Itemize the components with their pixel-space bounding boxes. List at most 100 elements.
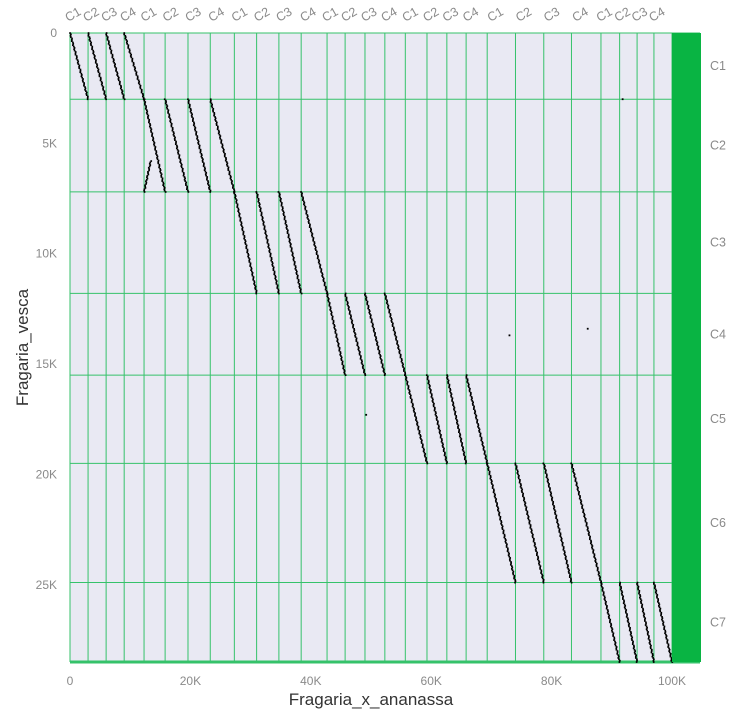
alignment-dot: [164, 191, 167, 193]
alignment-dot: [79, 71, 82, 74]
alignment-dot: [480, 439, 483, 442]
alignment-dot: [236, 203, 239, 206]
alignment-dot: [560, 536, 563, 539]
alignment-dot: [124, 36, 127, 38]
alignment-dot: [223, 148, 225, 151]
alignment-dot: [505, 544, 508, 547]
alignment-dot: [290, 250, 293, 252]
alignment-dot: [299, 289, 302, 292]
alignment-dot: [321, 273, 324, 276]
alignment-dot: [322, 280, 325, 283]
alignment-dot: [274, 277, 277, 280]
alignment-dot: [412, 406, 415, 409]
alignment-dot: [283, 217, 286, 219]
alignment-dot: [310, 229, 312, 231]
alignment-dot: [354, 336, 357, 338]
alignment-dot: [266, 241, 269, 244]
alignment-dot: [376, 342, 378, 345]
alignment-dot: [73, 49, 76, 52]
alignment-dot: [155, 150, 158, 152]
alignment-dot: [607, 613, 610, 615]
alignment-dot: [147, 117, 149, 120]
alignment-dot: [141, 93, 144, 95]
alignment-dot: [420, 442, 423, 444]
alignment-dot: [299, 291, 302, 293]
alignment-segment: [636, 581, 655, 663]
alignment-dot: [606, 611, 609, 614]
alignment-dot: [291, 254, 294, 256]
alignment-dot: [144, 103, 146, 106]
alignment-dot: [132, 63, 135, 65]
alignment-dot: [482, 446, 485, 448]
alignment-dot: [427, 382, 430, 385]
alignment-dot: [265, 235, 268, 237]
alignment-dot: [217, 125, 219, 128]
alignment-dot: [117, 78, 120, 80]
alignment-segment: [123, 32, 146, 101]
alignment-segment: [570, 462, 602, 584]
alignment-dot: [506, 550, 509, 552]
alignment-dot: [319, 264, 322, 266]
alignment-dot: [444, 453, 446, 455]
alignment-dot: [288, 237, 291, 240]
alignment-segment: [404, 374, 429, 465]
alignment-dot: [465, 377, 468, 379]
alignment-dot: [352, 326, 354, 329]
alignment-dot: [156, 154, 158, 156]
alignment-dot: [645, 621, 647, 624]
alignment-dot: [490, 481, 493, 484]
alignment-dot: [363, 371, 365, 374]
alignment-dot: [668, 651, 671, 654]
alignment-dot: [539, 566, 541, 569]
alignment-dot: [637, 585, 640, 588]
x-sequence-label: C1: [594, 4, 615, 24]
alignment-dot: [111, 56, 114, 59]
alignment-dot: [569, 573, 571, 576]
alignment-dot: [110, 52, 113, 55]
x-sequence-label: C2: [251, 4, 272, 24]
alignment-dot: [403, 368, 405, 371]
alignment-dot: [389, 314, 392, 317]
alignment-dot: [607, 610, 609, 613]
alignment-dot: [222, 150, 225, 152]
alignment-dot: [499, 515, 502, 518]
alignment-dot: [306, 216, 309, 219]
alignment-dot: [264, 229, 267, 232]
alignment-dot: [464, 462, 467, 465]
alignment-dot: [472, 408, 475, 410]
alignment-dot: [95, 65, 98, 68]
y-sequence-label: C5: [710, 412, 726, 426]
alignment-dot: [197, 142, 199, 144]
alignment-dot: [301, 195, 303, 197]
alignment-dot: [113, 61, 116, 64]
alignment-dot: [605, 606, 608, 609]
alignment-dot: [527, 517, 529, 520]
alignment-dot: [84, 88, 86, 91]
alignment-dot: [198, 146, 201, 148]
alignment-dot: [416, 423, 418, 425]
alignment-dot: [616, 651, 619, 654]
alignment-dot: [209, 98, 212, 101]
alignment-dot: [636, 581, 639, 584]
alignment-dot: [385, 296, 387, 299]
alignment-dot: [289, 239, 291, 241]
alignment-dot: [510, 562, 512, 565]
alignment-dot: [157, 162, 160, 165]
alignment-dot: [217, 132, 220, 135]
alignment-dot: [548, 485, 550, 488]
alignment-dot: [525, 509, 528, 511]
alignment-dot: [153, 142, 156, 144]
alignment-dot: [313, 241, 316, 243]
alignment-segment: [209, 98, 236, 193]
alignment-dot: [332, 322, 335, 325]
alignment-dot: [622, 595, 625, 598]
alignment-dot: [339, 351, 342, 353]
alignment-dot: [334, 329, 337, 332]
alignment-dot: [291, 251, 294, 254]
alignment-segment: [383, 292, 407, 376]
alignment-dot: [497, 506, 499, 509]
alignment-dot: [143, 98, 146, 101]
alignment-dot: [604, 602, 607, 604]
alignment-dot: [328, 302, 331, 304]
alignment-dot: [616, 652, 619, 655]
